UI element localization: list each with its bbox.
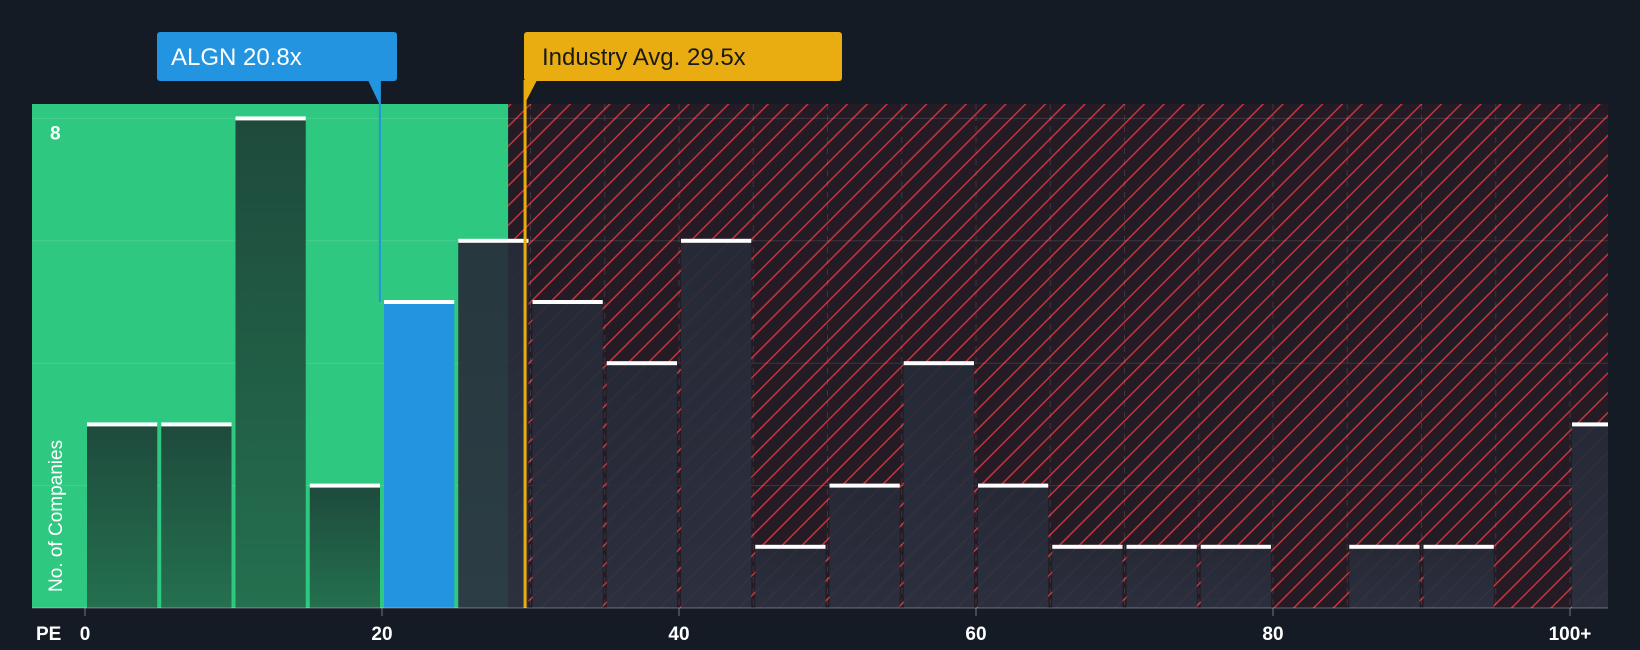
y-tick-label: 8: [50, 123, 61, 144]
y-axis-label: No. of Companies: [46, 440, 67, 592]
histogram-bar-cap: [978, 483, 1049, 488]
industry-callout: Industry Avg. 29.5x: [524, 32, 842, 105]
histogram-bar: [532, 302, 603, 608]
histogram-bar-cap: [87, 422, 158, 427]
company-callout-pointer: [367, 80, 380, 105]
histogram-bar-cap: [903, 361, 974, 366]
histogram-bar: [681, 240, 752, 609]
histogram-bar: [87, 424, 158, 608]
histogram-bar-cap: [829, 483, 900, 488]
histogram-bar-cap: [458, 238, 529, 243]
histogram-bar: [235, 118, 306, 609]
industry-callout-pointer: [524, 80, 538, 105]
histogram-bar-cap: [532, 300, 603, 304]
histogram-bar: [384, 302, 455, 608]
x-tick-label: 40: [668, 624, 689, 645]
histogram-bar-cap: [1200, 544, 1271, 549]
industry-callout-box: [524, 32, 842, 81]
histogram-bar-cap: [755, 544, 826, 549]
histogram-bar-cap: [606, 361, 677, 366]
histogram-bar-cap: [1126, 544, 1197, 549]
histogram-bar: [903, 363, 974, 608]
company-callout: ALGN 20.8x: [157, 32, 397, 105]
histogram-bar: [1572, 424, 1608, 608]
x-tick-label: 0: [80, 624, 91, 645]
histogram-bar: [978, 485, 1049, 608]
x-tick-label: 20: [371, 624, 392, 645]
histogram-bar-cap: [1349, 544, 1420, 549]
histogram-bar-overlay: [508, 240, 529, 609]
histogram-bar-cap: [1052, 544, 1123, 549]
histogram-bar: [1052, 546, 1123, 608]
histogram-bar-cap: [1423, 544, 1494, 549]
histogram-bar: [1200, 546, 1271, 608]
histogram-bar: [309, 485, 380, 608]
histogram-bar-cap: [384, 300, 455, 304]
industry-callout-label: Industry Avg. 29.5x: [542, 44, 746, 71]
histogram-bar: [1423, 546, 1494, 608]
histogram-bar: [1126, 546, 1197, 608]
histogram-bar-cap: [681, 238, 752, 243]
histogram-bar: [606, 363, 677, 608]
x-tick-label: 80: [1262, 624, 1283, 645]
histogram-bar: [161, 424, 232, 608]
company-callout-label: ALGN 20.8x: [171, 44, 302, 71]
x-axis-label: PE: [36, 624, 61, 645]
histogram-bar: [755, 546, 826, 608]
histogram-bar-cap: [161, 422, 232, 427]
histogram-bar: [1349, 546, 1420, 608]
x-tick-label: 60: [965, 624, 986, 645]
x-tick-label: 100+: [1549, 624, 1592, 645]
histogram-bar-cap: [1572, 422, 1608, 427]
histogram-bar-cap: [235, 116, 306, 121]
histogram-bar-cap: [309, 483, 380, 488]
histogram-bar: [829, 485, 900, 608]
company-callout-box: [157, 32, 397, 81]
